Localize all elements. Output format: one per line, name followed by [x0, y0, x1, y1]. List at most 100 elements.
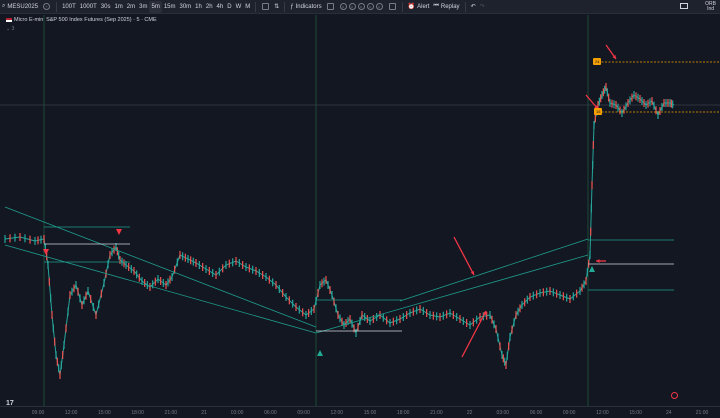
interval-1h[interactable]: 1h	[195, 3, 202, 10]
candle	[590, 227, 592, 236]
script-buttons[interactable]: c c c c c	[337, 1, 386, 13]
candle	[87, 287, 89, 295]
candle	[69, 291, 71, 299]
candle	[629, 96, 631, 105]
candle	[192, 257, 194, 266]
candle	[631, 93, 633, 102]
price-tag-upper: 24	[593, 58, 602, 65]
compare-button[interactable]: ⇅	[272, 1, 281, 13]
time-axis[interactable]: 09:00 12:00 15:00 18:00 21:00 21 03:00 06:00 09:…	[0, 406, 720, 418]
candle	[282, 289, 284, 297]
candle	[268, 275, 270, 284]
session-separator	[315, 15, 317, 406]
interval-4h[interactable]: 4h	[216, 3, 224, 10]
candle	[602, 88, 604, 97]
layout-button[interactable]	[386, 1, 399, 13]
candle	[606, 88, 608, 97]
candle	[205, 265, 207, 273]
interval-15m[interactable]: 15m	[163, 3, 176, 10]
settings-gear-icon[interactable]	[671, 392, 678, 399]
time-tick-label: 24	[666, 410, 672, 416]
candle	[357, 323, 359, 331]
candle	[228, 259, 230, 268]
candle	[583, 280, 585, 289]
candle	[75, 281, 77, 289]
candle	[285, 293, 287, 301]
candle	[298, 305, 300, 314]
candle	[653, 101, 655, 110]
time-tick-label: 09:00	[31, 410, 45, 416]
candle	[315, 297, 317, 305]
candle	[372, 315, 374, 323]
legend-collapse[interactable]: ⌄ 3	[6, 26, 15, 32]
candle	[593, 121, 595, 129]
interval-M[interactable]: M	[245, 3, 251, 10]
interval-100T[interactable]: 100T	[62, 3, 76, 10]
candle	[361, 311, 363, 319]
time-tick-label: 18:00	[396, 410, 410, 416]
interval-3m[interactable]: 3m	[139, 3, 148, 10]
candle	[639, 95, 641, 103]
candle-type-button[interactable]	[259, 1, 272, 13]
time-tick-label: 09:00	[297, 410, 310, 416]
candle	[416, 306, 418, 315]
time-tick-label: 03:00	[496, 410, 510, 416]
time-tick-label: 21	[201, 410, 207, 416]
candle	[295, 303, 297, 311]
indicators-button[interactable]: ƒ Indicators	[288, 1, 323, 13]
interval-D[interactable]: D	[227, 3, 232, 10]
candle	[113, 245, 115, 254]
interval-1000T[interactable]: 1000T	[79, 3, 97, 10]
candle	[515, 311, 517, 319]
templates-button[interactable]	[324, 1, 337, 13]
interval-30m[interactable]: 30m	[179, 3, 192, 10]
candle	[609, 99, 611, 107]
candle	[369, 317, 371, 325]
price-chart[interactable]	[0, 15, 720, 406]
sell-triangle-marker	[43, 249, 49, 255]
interval-W[interactable]: W	[235, 3, 242, 10]
maximize-button[interactable]	[680, 3, 688, 9]
candle	[81, 301, 83, 309]
divider	[284, 1, 286, 12]
candle	[586, 268, 588, 277]
candle	[123, 259, 125, 268]
interval-2h[interactable]: 2h	[205, 3, 213, 10]
candle	[641, 97, 643, 105]
time-tick-label: 15:00	[98, 410, 111, 416]
candle	[275, 281, 277, 289]
redo-button[interactable]: ↷	[478, 1, 487, 13]
channel-line-upper-2	[399, 238, 589, 302]
interval-5m[interactable]: 5m	[149, 0, 162, 13]
candle	[305, 311, 307, 319]
tradingview-logo[interactable]: 17	[6, 400, 14, 407]
candle	[436, 312, 438, 321]
alert-button[interactable]: ⏰ Alert	[406, 1, 432, 13]
annotation-arrow-2-head	[482, 311, 487, 315]
candle	[670, 99, 672, 108]
candle	[165, 281, 167, 289]
candle	[187, 255, 189, 263]
chart-type-icon: ⇅	[274, 4, 280, 10]
candle	[649, 98, 651, 107]
candle	[157, 275, 159, 283]
candle	[333, 297, 335, 306]
chart-legend[interactable]: Micro E-mini S&P 500 Index Futures (Sep …	[6, 17, 157, 23]
candle	[331, 291, 333, 299]
search-icon: ⌕	[2, 3, 6, 9]
candle	[55, 351, 57, 359]
candle	[665, 99, 667, 107]
interval-2m[interactable]: 2m	[126, 3, 136, 10]
alarm-clock-icon: ⏰	[407, 4, 416, 10]
candle	[50, 294, 52, 303]
undo-button[interactable]: ↶	[469, 1, 478, 13]
candle	[345, 319, 347, 327]
interval-30s[interactable]: 30s	[100, 3, 111, 10]
replay-button[interactable]: ⏮ Replay	[431, 1, 461, 13]
candle	[524, 298, 526, 307]
candle	[592, 141, 594, 149]
add-symbol-button[interactable]: +	[40, 1, 53, 13]
symbol-search-button[interactable]: ⌕ MESU2025	[0, 1, 40, 13]
candle	[442, 311, 444, 320]
interval-1m[interactable]: 1m	[114, 3, 123, 10]
